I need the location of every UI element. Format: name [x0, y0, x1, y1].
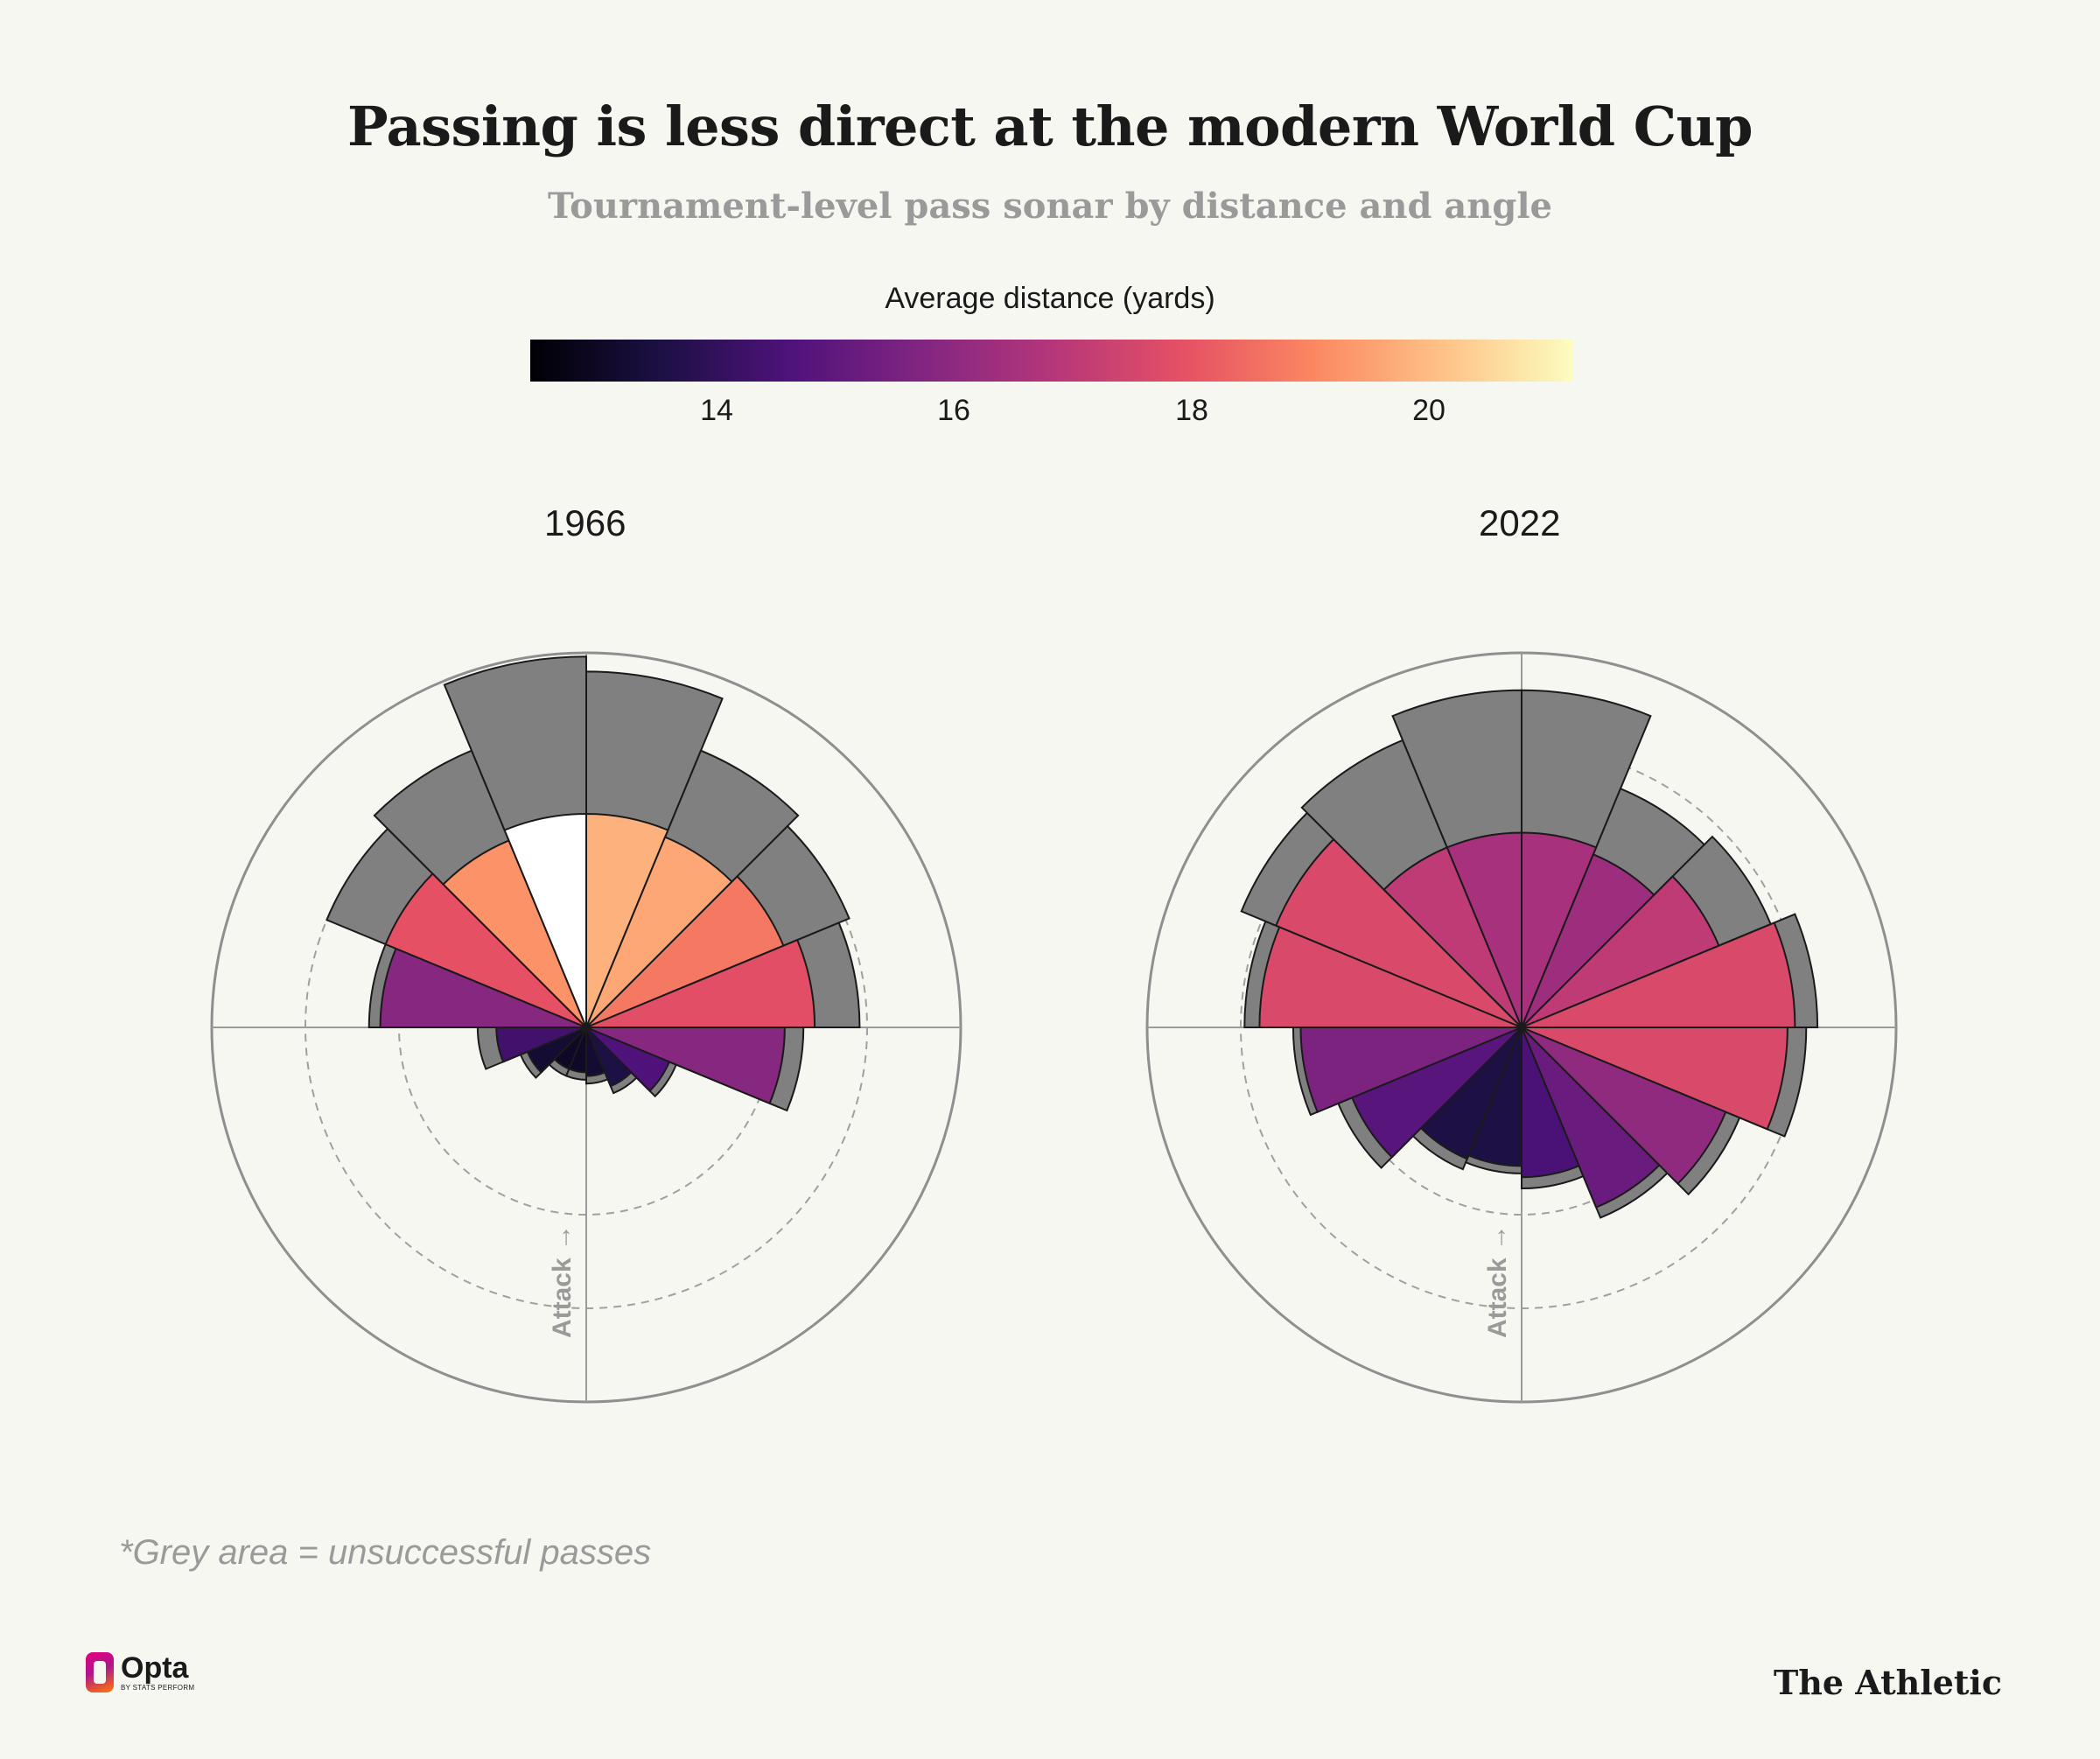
successful-wedge — [1521, 1027, 1788, 1131]
successful-wedge — [503, 813, 587, 1028]
sonar-2022: Attack → — [1145, 651, 1898, 1404]
attack-direction-label: Attack → — [1483, 1224, 1512, 1338]
chart-title: Passing is less direct at the modern Wor… — [346, 95, 1754, 158]
colorbar-label: Average distance (yards) — [885, 282, 1215, 315]
successful-wedge — [585, 1027, 633, 1088]
successful-wedge — [585, 938, 816, 1028]
successful-wedge — [1521, 1027, 1580, 1179]
footnote: *Grey area = unsuccessful passes — [119, 1533, 652, 1572]
successful-wedge — [1274, 837, 1522, 1028]
successful-wedge — [585, 1027, 606, 1077]
colorbar-tick: 14 — [700, 394, 733, 427]
colorbar-tick: 16 — [937, 394, 970, 427]
the-athletic-logo: The Athletic — [1773, 1663, 2002, 1702]
opta-wordmark: Opta — [121, 1651, 189, 1685]
successful-wedge — [585, 1027, 786, 1105]
successful-wedge — [1258, 926, 1522, 1028]
successful-wedge — [1446, 831, 1522, 1028]
successful-wedge — [1521, 1027, 1661, 1209]
colorbar-tick: 18 — [1175, 394, 1208, 427]
colorbar-tick: 20 — [1412, 394, 1446, 427]
sonar-1966: Attack → — [210, 651, 962, 1404]
successful-wedge — [384, 872, 587, 1028]
colorbar — [530, 340, 1573, 382]
opta-tagline: BY STATS PERFORM — [121, 1684, 195, 1692]
opta-logo: Opta BY STATS PERFORM — [86, 1652, 194, 1692]
chart-subtitle: Tournament-level pass sonar by distance … — [548, 186, 1552, 227]
attack-direction-label: Attack → — [548, 1224, 577, 1338]
panel-title-2022: 2022 — [1479, 502, 1561, 543]
successful-wedge — [1521, 922, 1796, 1028]
successful-wedge — [585, 1027, 671, 1093]
successful-wedge — [1521, 1027, 1727, 1185]
opta-logo-icon — [86, 1652, 114, 1692]
panel-title-1966: 1966 — [544, 502, 626, 543]
